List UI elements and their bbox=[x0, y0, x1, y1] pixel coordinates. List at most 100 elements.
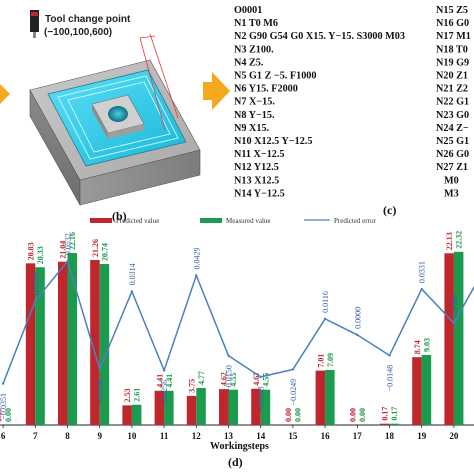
bar-predicted bbox=[186, 395, 197, 425]
x-tick-label: 7 bbox=[33, 431, 38, 441]
error-point bbox=[452, 321, 456, 325]
data-label-error: −0.0148 bbox=[386, 365, 395, 392]
error-point bbox=[66, 260, 69, 263]
gcode-line: M3 bbox=[444, 188, 459, 199]
bar-predicted bbox=[25, 263, 36, 425]
tool-change-title: Tool change point bbox=[45, 14, 131, 25]
data-label-measured: 4.55 bbox=[229, 373, 238, 387]
gcode-line: N5 G1 Z −5. F1000 bbox=[234, 71, 317, 82]
legend-error-label: Predicted error bbox=[334, 217, 376, 225]
data-label-predicted: 0.17 bbox=[381, 407, 390, 421]
error-point bbox=[195, 274, 198, 277]
data-label-error: 0.0086 bbox=[450, 295, 459, 317]
x-axis-title: Workingsteps bbox=[210, 441, 269, 452]
bar-predicted bbox=[315, 370, 326, 425]
data-label-error: 0.0116 bbox=[321, 291, 330, 313]
gcode-line: N21 Z2 bbox=[436, 84, 468, 95]
data-label-predicted: 0.00 bbox=[284, 408, 293, 422]
x-tick-label: 18 bbox=[385, 431, 395, 441]
x-tick-label: 12 bbox=[192, 431, 202, 441]
gcode-line: N13 X12.5 bbox=[234, 175, 279, 186]
legend-swatch-predicted bbox=[90, 218, 112, 223]
gcode-line: N14 Y−12.5 bbox=[234, 188, 285, 199]
bar-predicted bbox=[58, 261, 68, 425]
data-label-error: −0.0150 bbox=[225, 365, 234, 392]
x-tick-label: 19 bbox=[417, 431, 427, 441]
error-point bbox=[420, 287, 423, 291]
bar-predicted bbox=[380, 423, 390, 425]
bar-measured bbox=[131, 404, 142, 425]
arrow-left-fragment bbox=[0, 84, 10, 104]
panel-label-d: (d) bbox=[228, 455, 243, 469]
data-label-error: 0.0429 bbox=[192, 247, 201, 269]
x-tick-label: 8 bbox=[65, 431, 70, 441]
data-label-measured: 9.03 bbox=[422, 338, 431, 352]
error-point bbox=[323, 317, 327, 321]
bar-measured bbox=[164, 390, 174, 425]
x-tick-label: 16 bbox=[321, 431, 331, 441]
gcode-line: N2 G90 G54 G0 X15. Y−15. S3000 M03 bbox=[234, 31, 405, 42]
x-tick-label: 11 bbox=[160, 431, 169, 441]
x-tick-label: 10 bbox=[127, 431, 137, 441]
gcode-line: N11 X−12.5 bbox=[234, 149, 285, 160]
bar-predicted bbox=[219, 389, 229, 425]
data-label-error: 0.0532 bbox=[64, 233, 73, 255]
data-label-error: −0.0351 bbox=[0, 393, 8, 420]
panel-label-c: (c) bbox=[383, 203, 396, 217]
x-tick-label: 9 bbox=[97, 431, 102, 441]
data-label-error: 0.0331 bbox=[418, 261, 427, 283]
gcode-listing-left: O0001 N1 T0 M6 N2 G90 G54 G0 X15. Y−15. S3… bbox=[234, 5, 405, 199]
gcode-line: N23 G0 bbox=[436, 110, 469, 121]
legend-swatch-measured bbox=[200, 218, 222, 223]
error-point bbox=[291, 368, 295, 371]
data-label-measured: 7.09 bbox=[326, 353, 335, 367]
gcode-line: N22 G1 bbox=[436, 97, 469, 108]
gcode-listing-right: N15 Z5 N16 G0 N17 M1 N18 T0 N19 G9 N20 Z1 N21 … bbox=[436, 5, 471, 199]
gcode-line: N16 G0 bbox=[436, 18, 469, 29]
data-label-measured: 0.00 bbox=[4, 408, 13, 422]
gcode-line: N12 Y12.5 bbox=[234, 162, 279, 173]
arrow-right bbox=[203, 72, 230, 110]
gcode-line: N3 Z100. bbox=[234, 44, 274, 55]
data-label-measured: 0.00 bbox=[358, 408, 367, 422]
bar-measured bbox=[325, 369, 335, 425]
data-label-measured: 4.41 bbox=[165, 374, 174, 388]
error-point bbox=[227, 354, 230, 357]
data-label-predicted: 0.00 bbox=[349, 408, 358, 422]
data-label-predicted: 2.53 bbox=[123, 388, 132, 402]
bar-measured bbox=[453, 251, 464, 425]
data-label-measured: 20.33 bbox=[36, 246, 45, 264]
gcode-line: N25 G1 bbox=[436, 136, 469, 147]
gcode-line: N27 Z1 bbox=[436, 162, 468, 173]
bar-measured bbox=[421, 354, 432, 425]
error-point bbox=[98, 367, 101, 371]
error-point bbox=[259, 375, 262, 379]
bar-measured bbox=[389, 423, 399, 425]
data-label-error: −0.0256 bbox=[160, 380, 169, 407]
data-label-measured: 0.17 bbox=[390, 407, 399, 421]
bar-measured bbox=[196, 387, 206, 425]
data-label-measured: 20.74 bbox=[100, 243, 109, 261]
bar-measured bbox=[260, 389, 271, 425]
gcode-line: N20 Z1 bbox=[436, 71, 468, 82]
panel-label-b: (b) bbox=[112, 209, 127, 223]
bar-predicted bbox=[444, 253, 454, 425]
data-label-predicted: 20.83 bbox=[27, 242, 36, 260]
data-label-predicted: 21.04 bbox=[59, 241, 68, 259]
gcode-line: O0001 bbox=[234, 5, 262, 16]
error-point bbox=[388, 354, 391, 357]
gcode-line: N6 Y15. F2000 bbox=[234, 84, 298, 95]
bar-measured bbox=[35, 267, 45, 425]
x-tick-label: 20 bbox=[449, 431, 459, 441]
gcode-line: N19 G9 bbox=[436, 57, 469, 68]
error-point bbox=[162, 369, 166, 372]
x-tick-label: 6 bbox=[1, 431, 6, 441]
data-label-predicted: 0.00 bbox=[0, 408, 3, 422]
data-label-predicted: 4.62 bbox=[220, 372, 229, 386]
x-tick-label: 15 bbox=[288, 431, 298, 441]
gcode-line: N10 X12.5 Y−12.5 bbox=[234, 136, 312, 147]
error-point bbox=[34, 299, 37, 303]
data-label-predicted: 22.13 bbox=[445, 232, 454, 250]
